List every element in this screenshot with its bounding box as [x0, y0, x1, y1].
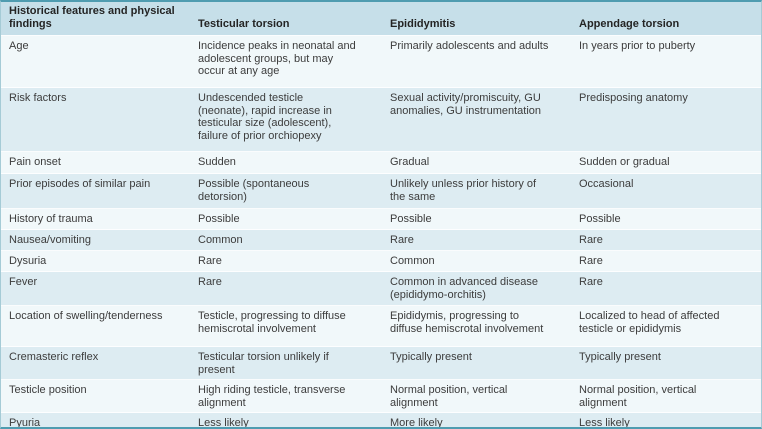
- column-header-historical-features: Historical features and physical finding…: [9, 5, 175, 30]
- table-row: Dysuria Rare Common Rare: [1, 250, 761, 272]
- table-row: Risk factors Undescended testicle (neonat…: [1, 87, 761, 152]
- table-cell: Less likely: [198, 417, 249, 429]
- table-cell: Sudden: [198, 156, 236, 168]
- table-cell: Typically present: [579, 351, 661, 363]
- table-row: Age Incidence peaks in neonatal and adole…: [1, 35, 761, 88]
- row-feature-label: Nausea/vomiting: [9, 234, 91, 246]
- table-cell: Localized to head of affected testicle o…: [579, 310, 720, 335]
- table-cell: Common: [390, 255, 435, 267]
- table-cell: Testicular torsion unlikely if present: [198, 351, 329, 376]
- column-header-testicular-torsion: Testicular torsion: [198, 17, 290, 30]
- table-row: History of trauma Possible Possible Possibl…: [1, 208, 761, 230]
- row-feature-label: History of trauma: [9, 213, 93, 225]
- table-row: Prior episodes of similar pain Possible (…: [1, 173, 761, 209]
- table-body: Age Incidence peaks in neonatal and adole…: [1, 35, 761, 429]
- table-header: Historical features and physical finding…: [1, 2, 761, 36]
- table-row: Testicle position High riding testicle, t…: [1, 379, 761, 413]
- row-feature-label: Age: [9, 40, 29, 52]
- table-cell: Rare: [198, 255, 222, 267]
- table-cell: More likely: [390, 417, 443, 429]
- table-cell: Common in advanced disease (epididymo-or…: [390, 276, 538, 301]
- table-cell: Possible: [390, 213, 432, 225]
- table-cell: Occasional: [579, 178, 634, 190]
- table-cell: Typically present: [390, 351, 472, 363]
- table-cell: Rare: [579, 276, 603, 288]
- row-feature-label: Prior episodes of similar pain: [9, 178, 151, 190]
- table-cell: Rare: [390, 234, 414, 246]
- table-cell: Less likely: [579, 417, 630, 429]
- table-cell: Primarily adolescents and adults: [390, 40, 549, 52]
- column-header-epididymitis: Epididymitis: [390, 17, 456, 30]
- row-feature-label: Dysuria: [9, 255, 47, 267]
- table-cell: Sexual activity/promiscuity, GU anomalie…: [390, 92, 542, 117]
- table-cell: Common: [198, 234, 243, 246]
- table-cell: Possible: [579, 213, 621, 225]
- table-cell: Incidence peaks in neonatal and adolesce…: [198, 40, 356, 77]
- table-cell: Rare: [579, 234, 603, 246]
- table-cell: Rare: [579, 255, 603, 267]
- table-cell: Predisposing anatomy: [579, 92, 688, 104]
- table-cell: Unlikely unless prior history of the sam…: [390, 178, 537, 203]
- table-cell: Gradual: [390, 156, 430, 168]
- table-row: Cremasteric reflex Testicular torsion unl…: [1, 346, 761, 380]
- table-row: Fever Rare Common in advanced disease (epi…: [1, 271, 761, 306]
- row-feature-label: Cremasteric reflex: [9, 351, 99, 363]
- table-cell: Possible (spontaneous detorsion): [198, 178, 310, 203]
- row-feature-label: Risk factors: [9, 92, 67, 104]
- table-cell: Epididymis, progressing to diffuse hemis…: [390, 310, 544, 335]
- row-feature-label: Pain onset: [9, 156, 61, 168]
- table-cell: Testicle, progressing to diffuse hemiscr…: [198, 310, 346, 335]
- table-cell: Normal position, vertical alignment: [579, 384, 697, 409]
- row-feature-label: Testicle position: [9, 384, 87, 396]
- table-cell: Undescended testicle (neonate), rapid in…: [198, 92, 332, 142]
- table-row: Nausea/vomiting Common Rare Rare: [1, 229, 761, 251]
- table-cell: Possible: [198, 213, 240, 225]
- row-feature-label: Pyuria: [9, 417, 41, 429]
- table-cell: In years prior to puberty: [579, 40, 696, 52]
- table-cell: High riding testicle, transverse alignme…: [198, 384, 346, 409]
- table-cell: Normal position, vertical alignment: [390, 384, 508, 409]
- table-row: Pain onset Sudden Gradual Sudden or gradual: [1, 151, 761, 174]
- table-header-row: Historical features and physical finding…: [1, 2, 761, 36]
- table-cell: Sudden or gradual: [579, 156, 670, 168]
- column-header-appendage-torsion: Appendage torsion: [579, 17, 680, 30]
- table-cell: Rare: [198, 276, 222, 288]
- row-feature-label: Fever: [9, 276, 38, 288]
- table-row: Location of swelling/tenderness Testicle,…: [1, 305, 761, 347]
- row-feature-label: Location of swelling/tenderness: [9, 310, 163, 322]
- table-row: Pyuria Less likely More likely Less likely: [1, 412, 761, 429]
